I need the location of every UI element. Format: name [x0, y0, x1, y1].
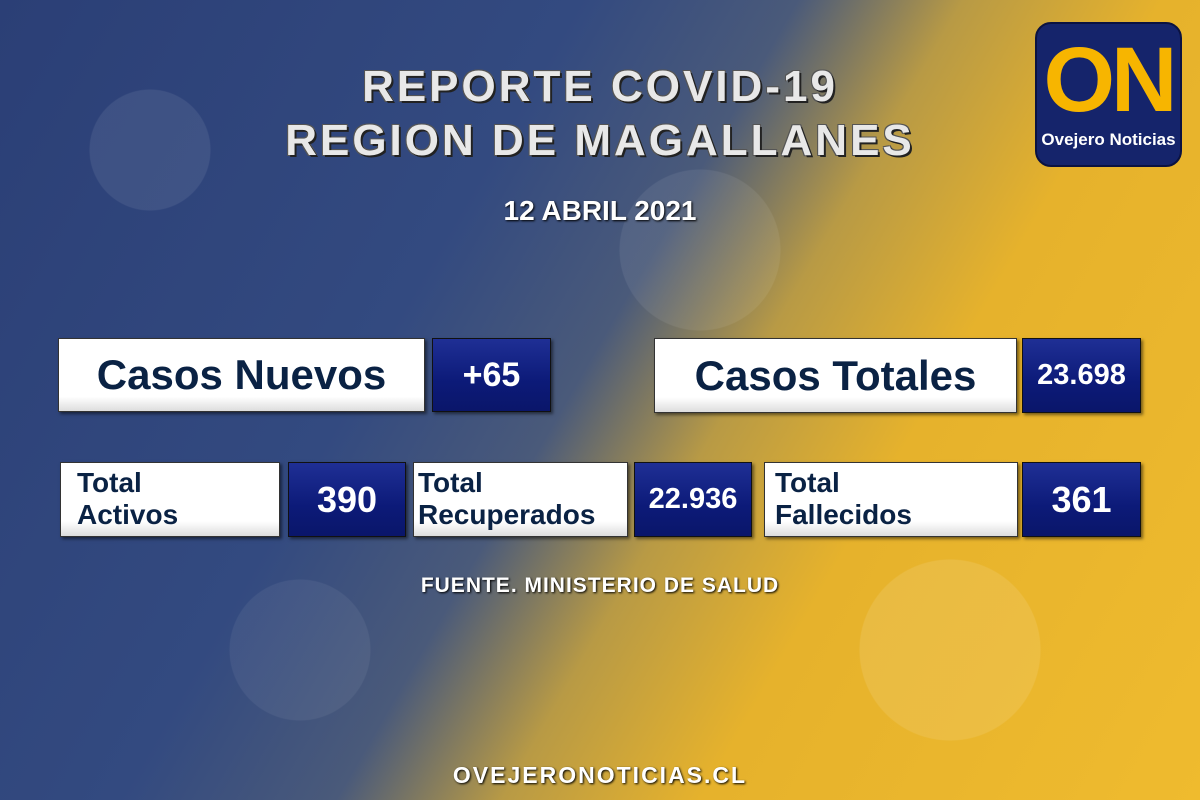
title-line1: REPORTE COVID-19	[362, 62, 838, 111]
logo-mark: ON	[1043, 29, 1178, 131]
casos-totales-label: Casos Totales	[654, 338, 1017, 413]
label-line1: Total	[77, 467, 142, 498]
total-fallecidos-value: 361	[1022, 462, 1141, 537]
logo-name: Ovejero Noticias	[1041, 130, 1176, 149]
casos-nuevos-value: +65	[432, 338, 551, 412]
total-activos-value: 390	[288, 462, 406, 537]
casos-nuevos-label: Casos Nuevos	[58, 338, 425, 412]
total-activos-label: Total Activos	[60, 462, 280, 537]
title-line2: REGION DE MAGALLANES	[285, 116, 915, 165]
label-line1: Total	[418, 467, 483, 498]
casos-totales-value: 23.698	[1022, 338, 1141, 413]
total-recuperados-label: Total Recuperados	[413, 462, 628, 537]
label-line2: Recuperados	[418, 499, 596, 530]
report-date: 12 ABRIL 2021	[503, 195, 697, 226]
total-fallecidos-label: Total Fallecidos	[764, 462, 1018, 537]
website-url[interactable]: OVEJERONOTICIAS.CL	[452, 762, 748, 788]
label-line1: Total	[775, 467, 840, 498]
source-note: FUENTE. MINISTERIO DE SALUD	[420, 574, 780, 597]
ovejero-noticias-logo: ON Ovejero Noticias	[1035, 22, 1182, 167]
label-line2: Activos	[77, 499, 179, 530]
label-line2: Fallecidos	[775, 499, 912, 530]
total-recuperados-value: 22.936	[634, 462, 752, 537]
